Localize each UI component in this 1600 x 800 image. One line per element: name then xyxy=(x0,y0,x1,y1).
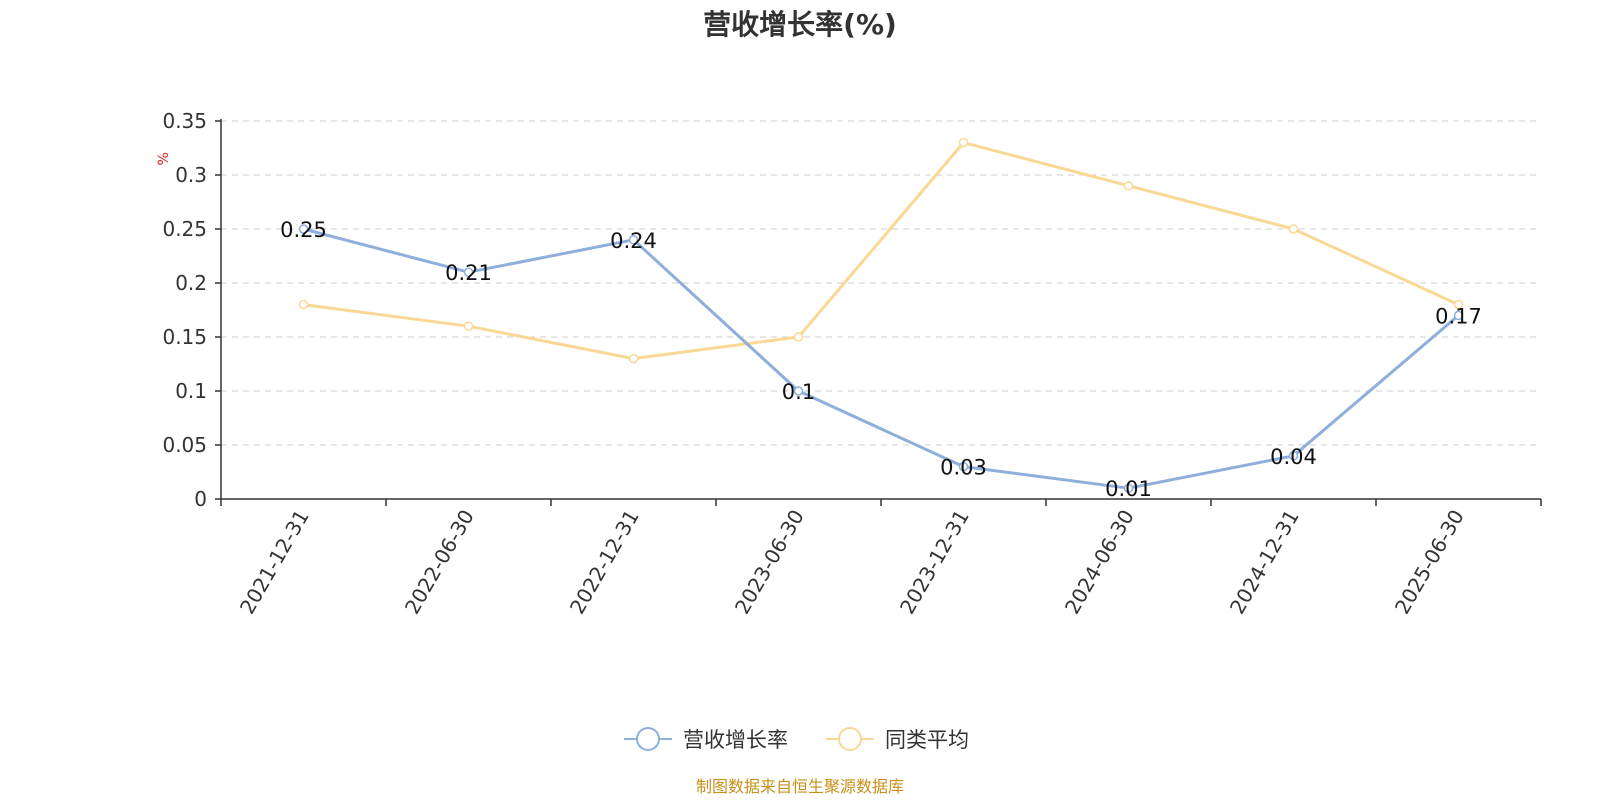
x-tick-label: 2023-12-31 xyxy=(895,506,974,619)
x-tick-label: 2022-06-30 xyxy=(400,506,479,619)
axes: 0 0.05 0.1 0.15 0.2 0.25 0.3 0.35 2021-12-31 2022… xyxy=(162,109,1542,619)
data-point xyxy=(1288,224,1299,234)
data-point xyxy=(1123,483,1134,493)
legend-item[interactable]: 营收增长率 xyxy=(624,727,788,752)
data-labels: 0.25 0.21 0.24 0.1 0.03 0.01 0.04 0.17 xyxy=(280,218,1482,501)
data-label: 0.25 xyxy=(280,218,327,242)
legend-item[interactable]: 同类平均 xyxy=(826,727,969,752)
data-point xyxy=(1288,451,1299,461)
data-point xyxy=(463,267,474,277)
source-note: 制图数据来自恒生聚源数据库 xyxy=(696,777,904,796)
data-point xyxy=(298,299,309,310)
data-label: 0.24 xyxy=(610,229,657,253)
grid-lines xyxy=(221,120,1541,446)
data-point xyxy=(1453,310,1464,321)
data-label: 0.03 xyxy=(940,456,987,480)
x-tick-label: 2024-06-30 xyxy=(1060,506,1139,619)
y-tick-label: 0.35 xyxy=(162,109,207,133)
x-tick-label: 2021-12-31 xyxy=(235,506,314,619)
data-point xyxy=(628,235,639,245)
x-tick-label: 2024-12-31 xyxy=(1225,506,1304,619)
x-tick-label: 2023-06-30 xyxy=(730,506,809,619)
chart-title: 营收增长率(%) xyxy=(703,8,897,41)
data-label: 0.21 xyxy=(445,261,492,285)
y-tick-label: 0.2 xyxy=(175,271,207,295)
series-line xyxy=(303,227,1460,490)
legend[interactable]: 营收增长率 同类平均 xyxy=(624,727,969,752)
data-point xyxy=(793,386,804,396)
data-point xyxy=(628,353,639,364)
data-point xyxy=(298,224,309,234)
legend-marker-icon xyxy=(636,727,660,751)
legend-label: 营收增长率 xyxy=(683,728,788,752)
y-tick-label: 0.05 xyxy=(162,433,207,457)
y-tick-label: 0.15 xyxy=(162,325,207,349)
data-point xyxy=(958,137,969,148)
data-label: 0.01 xyxy=(1105,477,1152,501)
data-point xyxy=(1123,181,1134,191)
data-point xyxy=(1453,299,1464,310)
data-point xyxy=(958,461,969,472)
data-point xyxy=(463,321,474,331)
y-axis-label: % xyxy=(156,152,172,165)
data-point xyxy=(793,332,804,342)
legend-marker-icon xyxy=(838,727,862,751)
x-tick-label: 2025-06-30 xyxy=(1390,506,1469,619)
legend-label: 同类平均 xyxy=(885,728,969,752)
y-tick-label: 0.25 xyxy=(162,217,207,241)
y-tick-label: 0 xyxy=(194,487,207,511)
series-layer xyxy=(298,137,1464,493)
data-label: 0.04 xyxy=(1270,445,1317,469)
y-tick-label: 0.1 xyxy=(175,379,207,403)
series-line xyxy=(303,141,1460,361)
data-label: 0.1 xyxy=(782,380,815,404)
y-tick-label: 0.3 xyxy=(175,163,207,187)
data-label: 0.17 xyxy=(1435,304,1482,328)
x-tick-label: 2022-12-31 xyxy=(565,506,644,619)
